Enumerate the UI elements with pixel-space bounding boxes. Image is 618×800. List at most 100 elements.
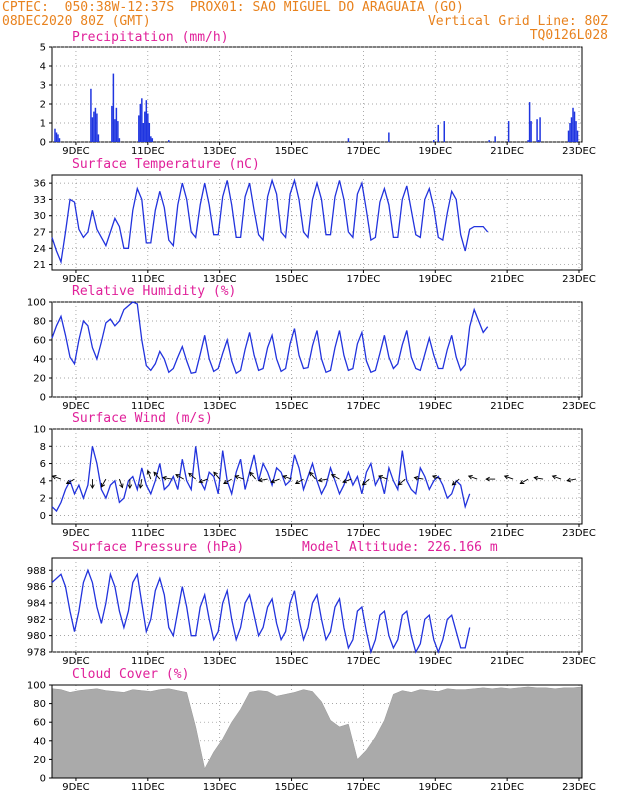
precip-bar [168,140,170,142]
precip-bar [536,119,538,142]
wind-arrow-head [127,484,133,490]
wind-arrow-head [485,476,490,482]
wind-arrow-head [503,474,509,480]
rh-xtick-label: 11DEC [131,401,165,412]
pressure-xtick-label: 21DEC [490,656,524,667]
pressure-xtick-label: 15DEC [275,656,309,667]
wind-xtick-label: 19DEC [418,528,452,539]
wind-arrow-shaft [331,474,340,480]
rh-xtick-label: 19DEC [418,401,452,412]
wind-xtick-label: 11DEC [131,528,165,539]
precip-bar [573,111,576,142]
wind-arrow-head [467,474,473,480]
wind-arrow-head [431,474,437,480]
temp-ytick-label: 36 [33,179,46,190]
pressure-xtick-label: 11DEC [131,656,165,667]
wind-arrow-head [198,478,204,484]
wind-arrow-shaft [153,471,161,480]
wind-ytick-label: 8 [40,442,46,453]
temp-xtick-label: 9DEC [62,274,89,285]
precip-bar [148,123,151,142]
cloud-xtick-label: 23DEC [562,782,596,793]
precip-bar [139,104,142,142]
cloud-frame-top [51,684,583,779]
precip-bar [347,138,350,142]
temp-ytick-label: 30 [33,211,46,222]
cloud-ytick-label: 100 [27,681,46,692]
wind-arrow-shaft [101,478,107,488]
header-grid-line: Vertical Grid Line: 80Z [427,14,608,29]
wind-xtick-label: 9DEC [62,528,89,539]
wind-arrow-head [188,472,193,478]
wind-arrow-head [294,479,300,485]
cloud-ytick-label: 0 [40,774,46,785]
precip-xtick-label: 21DEC [490,146,524,157]
precip-ytick-label: 5 [40,43,46,54]
wind-arrow-shaft [520,478,529,484]
wind-arrow-shaft [282,475,292,480]
precip-ytick-label: 2 [40,100,46,111]
wind-xtick-label: 23DEC [562,528,596,539]
wind-arrow-shaft [258,478,268,482]
wind-arrow-shaft [199,478,208,483]
precip-bar [147,113,149,142]
precip-bar [144,111,146,142]
wind-ytick-label: 6 [40,459,46,470]
wind-arrow-head [397,480,403,486]
precip-xtick-label: 11DEC [131,146,165,157]
precip-bar [570,117,573,142]
precip-xtick-label: 19DEC [418,146,452,157]
rh-line [51,301,489,375]
temp-ytick-label: 21 [33,260,46,271]
precip-ytick-label: 3 [40,81,46,92]
temp-xtick-label: 13DEC [203,274,237,285]
cloud-xtick-label: 11DEC [131,782,165,793]
wind-arrow-head [90,484,95,490]
precip-bar [115,107,118,142]
pressure-title: Surface Pressure (hPa) [72,540,245,555]
rh-xtick-label: 23DEC [562,401,596,412]
wind-arrow-shaft [223,478,232,484]
pressure-xtick-label: 13DEC [203,656,237,667]
wind-arrow-shaft [249,471,256,480]
wind-arrow-head [378,474,383,480]
precip-bar [57,134,59,142]
precip-bar [90,88,92,142]
precip-bar [437,124,440,142]
precip-bar [539,117,541,142]
wind-arrow-head [257,477,263,483]
cloud-xtick-label: 19DEC [418,782,452,793]
precip-bar [567,130,570,142]
wind-arrow-shaft [270,478,280,483]
wind-arrow-shaft [52,475,62,480]
wind-xtick-label: 13DEC [203,528,237,539]
wind-arrow-head [146,469,152,475]
rh-xtick-label: 17DEC [347,401,381,412]
pressure-ytick-label: 982 [27,615,46,626]
wind-arrow-head [213,471,218,477]
wind-arrow-shaft [66,478,75,484]
pressure-xtick-label: 19DEC [418,656,452,667]
wind-arrow-shaft [295,478,304,484]
wind-arrow-head [153,471,158,477]
precip-bar [528,102,531,142]
wind-arrow-head [223,479,228,485]
precip-bar [530,121,532,142]
temp-title: Surface Temperature (nC) [72,157,260,172]
temp-xtick-label: 19DEC [418,274,452,285]
wind-xtick-label: 15DEC [275,528,309,539]
wind-arrow-shaft [398,478,406,486]
rh-ytick-label: 80 [33,317,46,328]
precip-xtick-label: 15DEC [275,146,309,157]
pressure-ytick-label: 984 [27,598,46,609]
wind-arrow-head [566,477,572,483]
wind-arrow-head [413,475,419,481]
wind-arrow-shaft [175,474,184,480]
precip-bar [58,138,61,142]
rh-xtick-label: 9DEC [62,401,89,412]
wind-arrow-head [451,480,457,486]
wind-arrow-shaft [414,477,424,480]
precip-bar [537,140,540,142]
wind-arrow-shaft [318,478,328,482]
rh-xtick-label: 21DEC [490,401,524,412]
